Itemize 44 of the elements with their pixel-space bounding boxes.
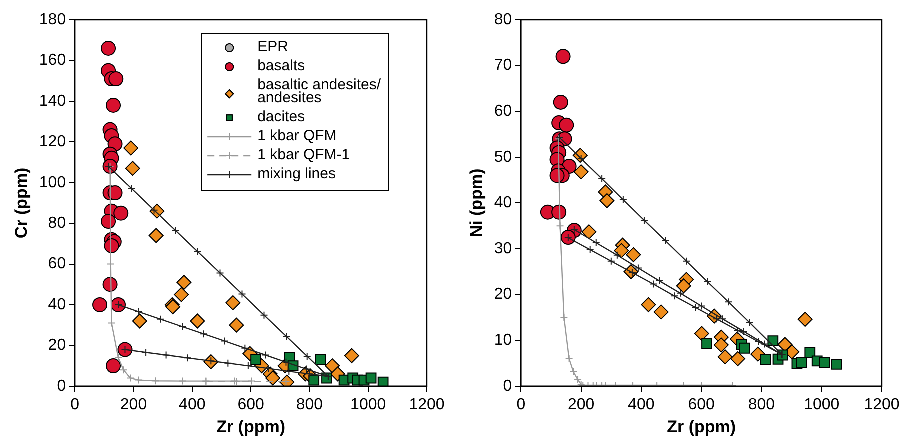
x-tick-label: 1000	[804, 396, 840, 414]
x-tick-label: 800	[296, 396, 324, 414]
y-tick-label: 180	[39, 11, 66, 28]
x-tick-label: 1000	[350, 396, 386, 414]
y-tick-label: 160	[39, 52, 66, 70]
y-axis-title: Cr (ppm)	[12, 168, 31, 239]
y-tick-label: 20	[48, 337, 66, 354]
y-tick-label: 50	[494, 148, 512, 166]
y-tick-label: 60	[48, 256, 66, 273]
x-tick-label: 1200	[864, 396, 900, 414]
x-tick-label: 400	[179, 396, 206, 414]
y-tick-label: 20	[494, 286, 512, 304]
y-tick-label: 40	[48, 296, 66, 314]
y-tick-label: 80	[48, 214, 66, 232]
legend-label: dacites	[258, 108, 306, 126]
y-tick-label: 60	[494, 103, 512, 120]
x-tick-label: 200	[568, 396, 595, 414]
legend-label: EPR	[258, 38, 289, 56]
legend-label: 1 kbar QFM	[258, 128, 337, 145]
y-tick-label: 140	[39, 92, 66, 110]
y-tick-label: 30	[494, 240, 512, 258]
x-axis-title: Zr (ppm)	[667, 417, 736, 436]
x-axis-title: Zr (ppm)	[216, 417, 286, 436]
x-tick-label: 0	[516, 396, 526, 414]
y-tick-label: 0	[57, 378, 66, 395]
y-tick-label: 100	[39, 174, 66, 192]
y-tick-label: 40	[494, 194, 512, 212]
legend-label: basalts	[258, 58, 306, 75]
y-tick-label: 10	[494, 332, 512, 350]
x-tick-label: 600	[688, 396, 716, 414]
y-axis-title: Ni (ppm)	[466, 168, 486, 238]
x-tick-label: 1200	[409, 396, 445, 414]
legend-label: mixing lines	[258, 166, 336, 183]
x-tick-label: 800	[748, 396, 776, 414]
x-tick-label: 0	[70, 396, 80, 414]
x-tick-label: 600	[238, 396, 264, 414]
y-tick-label: 70	[494, 57, 512, 74]
y-tick-label: 80	[494, 11, 512, 28]
legend-label: basaltic andesites/andesites	[258, 76, 382, 107]
y-tick-label: 120	[39, 134, 66, 151]
legend-label: 1 kbar QFM-1	[258, 146, 350, 164]
y-tick-label: 0	[503, 378, 512, 395]
x-tick-label: 400	[628, 396, 655, 414]
x-tick-label: 200	[120, 396, 148, 414]
